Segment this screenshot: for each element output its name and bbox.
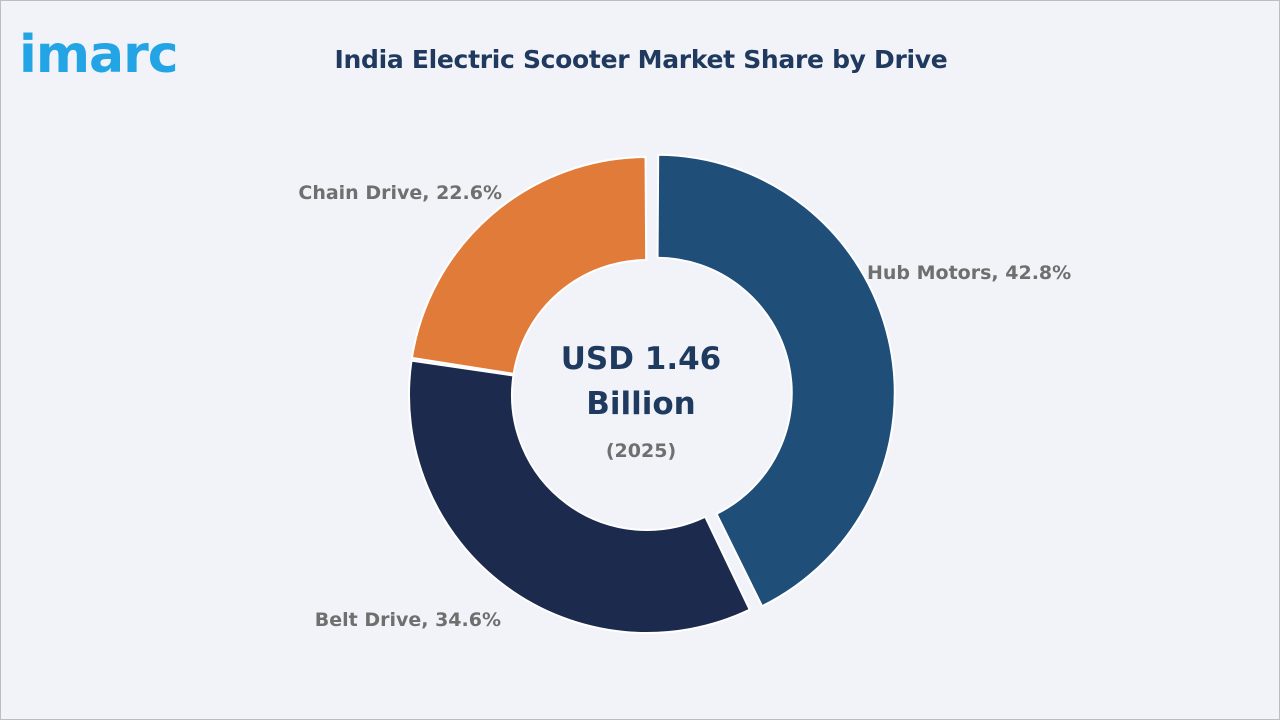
- center-value-line2: Billion: [586, 386, 696, 422]
- slice-label-belt-drive: Belt Drive, 34.6%: [315, 609, 501, 631]
- center-year: (2025): [606, 440, 676, 462]
- slice-label-chain-drive: Chain Drive, 22.6%: [298, 182, 502, 204]
- donut-slices: [408, 153, 896, 634]
- imarc-logo: imarc: [19, 15, 209, 85]
- donut-slice-hub-motors: [656, 153, 896, 608]
- chart-title: India Electric Scooter Market Share by D…: [334, 45, 948, 74]
- slice-label-hub-motors: Hub Motors, 42.8%: [867, 262, 1071, 284]
- donut-slice-belt-drive: [408, 359, 752, 634]
- logo-text: imarc: [19, 25, 179, 85]
- center-value-line1: USD 1.46: [561, 341, 722, 377]
- donut-slice-chain-drive: [410, 155, 648, 376]
- slice-labels: Hub Motors, 42.8% Belt Drive, 34.6% Chain …: [298, 182, 1071, 631]
- center-label-group: USD 1.46 Billion (2025): [561, 341, 722, 462]
